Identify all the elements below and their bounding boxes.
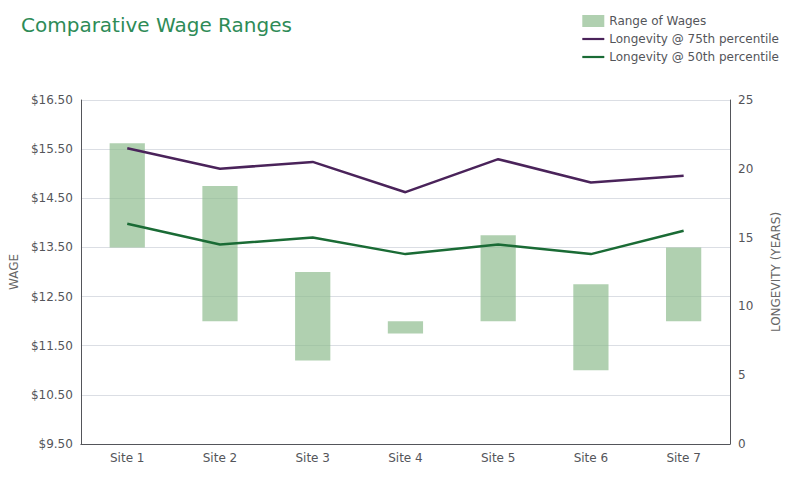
svg-text:$16.50: $16.50 xyxy=(31,93,73,107)
svg-text:0: 0 xyxy=(738,437,746,451)
svg-text:$10.50: $10.50 xyxy=(31,388,73,402)
svg-text:Site 3: Site 3 xyxy=(295,451,330,465)
svg-text:Site 6: Site 6 xyxy=(574,451,609,465)
svg-text:10: 10 xyxy=(738,299,753,313)
svg-text:$14.50: $14.50 xyxy=(31,191,73,205)
svg-text:$11.50: $11.50 xyxy=(31,339,73,353)
svg-text:Site 2: Site 2 xyxy=(203,451,238,465)
svg-text:Site 7: Site 7 xyxy=(666,451,701,465)
svg-text:Longevity @ 75th percentile: Longevity @ 75th percentile xyxy=(609,32,779,46)
svg-text:Longevity @ 50th percentile: Longevity @ 50th percentile xyxy=(609,50,779,64)
svg-text:Site 4: Site 4 xyxy=(388,451,423,465)
svg-text:Range of Wages: Range of Wages xyxy=(609,14,706,28)
svg-text:Site 1: Site 1 xyxy=(110,451,145,465)
svg-text:$12.50: $12.50 xyxy=(31,290,73,304)
svg-text:Comparative Wage Ranges: Comparative Wage Ranges xyxy=(21,13,292,37)
svg-text:20: 20 xyxy=(738,162,753,176)
svg-text:Site 5: Site 5 xyxy=(481,451,516,465)
svg-text:15: 15 xyxy=(738,231,753,245)
svg-text:WAGE: WAGE xyxy=(7,254,21,290)
svg-text:$13.50: $13.50 xyxy=(31,240,73,254)
svg-text:25: 25 xyxy=(738,93,753,107)
svg-text:5: 5 xyxy=(738,368,746,382)
svg-text:LONGEVITY (YEARS): LONGEVITY (YEARS) xyxy=(769,212,783,332)
svg-text:$9.50: $9.50 xyxy=(39,437,73,451)
svg-text:$15.50: $15.50 xyxy=(31,142,73,156)
